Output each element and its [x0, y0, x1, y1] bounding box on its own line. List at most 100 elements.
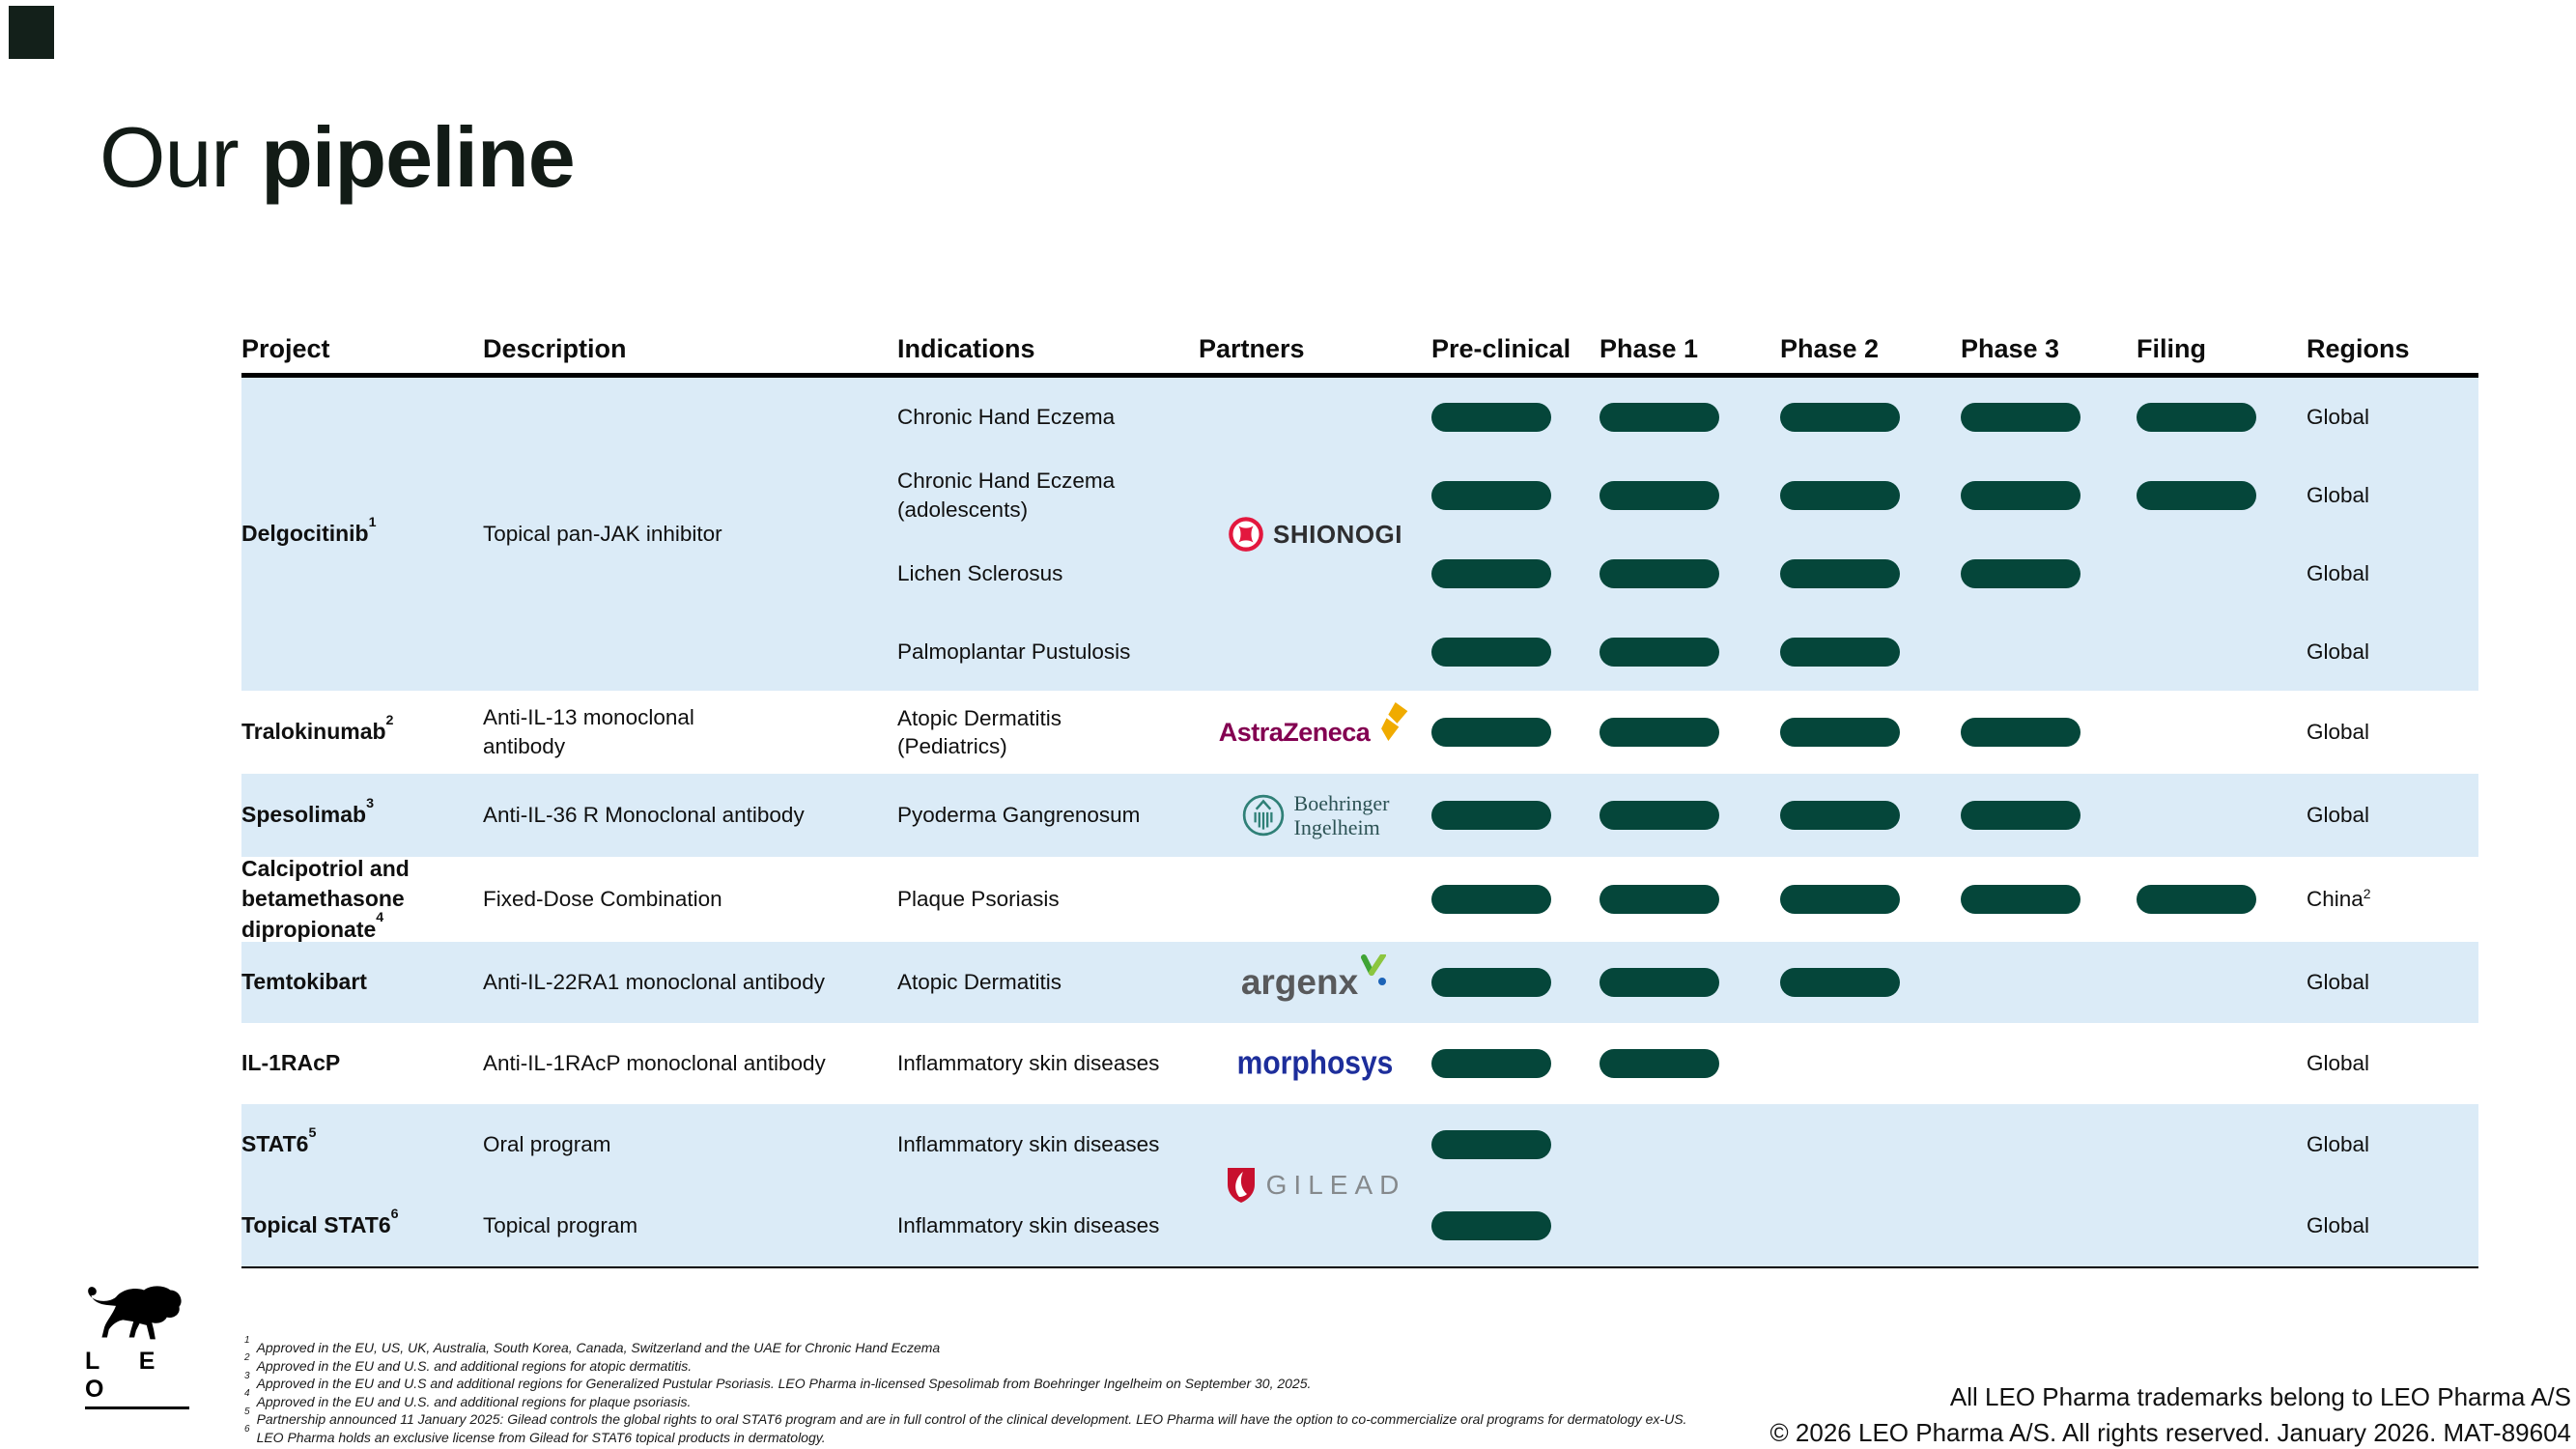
indication-cell: Chronic Hand Eczema (adolescents) [897, 456, 1199, 534]
argenx-logo: argenx [1241, 954, 1389, 1003]
header-phase1: Phase 1 [1599, 334, 1699, 363]
description-cell: Fixed-Dose Combination [483, 886, 722, 911]
description-cell: Anti-IL-1RAcP monoclonal antibody [483, 1050, 826, 1075]
phase-cell [1599, 942, 1780, 1023]
header-phase2: Phase 2 [1780, 334, 1880, 363]
lion-icon [88, 1286, 182, 1340]
gilead-logo: GILEAD [1225, 1165, 1406, 1206]
morphosys-logo: morphosys [1236, 1044, 1394, 1082]
phase-cell [1961, 456, 2137, 534]
phase-cell [1780, 857, 1961, 942]
copyright-line: © 2026 LEO Pharma A/S. All rights reserv… [1769, 1417, 2571, 1447]
leo-wordmark: L E O [85, 1348, 172, 1403]
partner-cell: argenx [1199, 942, 1431, 1023]
phase-cell [2137, 378, 2307, 456]
phase-bar [1780, 801, 1900, 830]
phase-bar [1599, 637, 1719, 667]
phase-cell [1431, 456, 1599, 534]
indication-cell: Pyoderma Gangrenosum [897, 803, 1141, 828]
partner-cell: SHIONOGI [1199, 378, 1431, 691]
boehringer-ingelheim-icon [1242, 794, 1284, 837]
description-cell: Topical program [483, 1212, 638, 1237]
phase-cell [1431, 534, 1599, 612]
shionogi-icon [1229, 517, 1263, 552]
phase-cell [1431, 691, 1599, 774]
phase-bar [1431, 637, 1551, 667]
header-description: Description [483, 334, 627, 363]
phase-cell [1431, 1023, 1599, 1104]
row-il1racp: IL-1RAcP Anti-IL-1RAcP monoclonal antibo… [241, 1023, 2478, 1104]
page-title: Our pipeline [99, 108, 576, 207]
phase-bar [1961, 885, 2081, 914]
footnote-1: 1 Approved in the EU, US, UK, Australia, … [244, 1334, 941, 1355]
region-cell: Global [2307, 404, 2370, 429]
description-cell: Oral program [483, 1131, 611, 1156]
project-cell: Calcipotriol and betamethasone dipropion… [241, 856, 410, 942]
phase-cell [1961, 857, 2137, 942]
phase-bar [1431, 718, 1551, 747]
region-cell: Global [2307, 639, 2370, 664]
phase-bar [1780, 480, 1900, 510]
indication-cell: Chronic Hand Eczema [897, 378, 1199, 456]
phase-cell [1599, 534, 1780, 612]
phase-bar [1961, 480, 2081, 510]
project-cell: IL-1RAcP [241, 1050, 341, 1076]
phase-cell [1431, 612, 1599, 691]
description-cell: Topical pan-JAK inhibitor [483, 378, 897, 691]
row-tralokinumab: Tralokinumab2 Anti-IL-13 monoclonal anti… [241, 691, 2478, 774]
region-cell: Global [2307, 803, 2370, 827]
corner-accent-mark [9, 6, 54, 59]
shionogi-logo: SHIONOGI [1228, 516, 1402, 553]
description-cell: Anti-IL-13 monoclonal antibody [483, 704, 694, 758]
pipeline-table: Project Description Indications Partners… [241, 327, 2478, 1268]
astrazeneca-logo: AstraZeneca [1219, 702, 1412, 748]
indication-cell: Plaque Psoriasis [897, 887, 1060, 912]
boehringer-ingelheim-wordmark: Boehringer Ingelheim [1293, 790, 1390, 839]
phase-bar [1599, 885, 1719, 914]
phase-cell [1780, 534, 1961, 612]
trademark-line: All LEO Pharma trademarks belong to LEO … [1949, 1382, 2571, 1411]
footnote-3: 3 Approved in the EU and U.S and addition… [244, 1370, 1312, 1391]
phase-cell [1599, 691, 1780, 774]
description-cell: Anti-IL-22RA1 monoclonal antibody [483, 969, 825, 994]
phase-cell [2137, 1185, 2307, 1266]
phase-cell [1431, 1104, 1599, 1185]
indication-cell: Atopic Dermatitis [897, 970, 1062, 995]
phase-bar [1599, 718, 1719, 747]
phase-cell [1599, 1023, 1780, 1104]
phase-cell [1780, 774, 1961, 857]
phase-cell [1431, 942, 1599, 1023]
region-cell: China 2 [2307, 885, 2371, 911]
header-phase3: Phase 3 [1961, 334, 2060, 363]
title-regular: Our [99, 109, 240, 205]
astrazeneca-icon [1381, 702, 1408, 741]
phase-cell [1780, 1185, 1961, 1266]
phase-cell [1780, 1023, 1961, 1104]
header-indications: Indications [897, 334, 1035, 363]
phase-cell [1780, 1104, 1961, 1185]
header-preclinical: Pre-clinical [1431, 334, 1571, 363]
phase-cell [1780, 378, 1961, 456]
phase-cell [1431, 857, 1599, 942]
phase-cell [2137, 1104, 2307, 1185]
header-project: Project [241, 334, 330, 363]
region-cell: Global [2307, 1051, 2370, 1075]
phase-bar [1599, 558, 1719, 588]
phase-cell [1599, 1185, 1780, 1266]
group-stat6: STAT65 Oral program Inflammatory skin di… [241, 1104, 2478, 1268]
partner-cell: Boehringer Ingelheim [1199, 774, 1431, 857]
phase-cell [1961, 612, 2137, 691]
phase-bar [2137, 402, 2256, 432]
project-cell: Tralokinumab2 [241, 713, 394, 745]
project-cell: Spesolimab3 [241, 796, 375, 828]
phase-bar [1780, 718, 1900, 747]
phase-cell [1599, 378, 1780, 456]
shionogi-wordmark: SHIONOGI [1272, 519, 1402, 549]
leo-pharma-logo: L E O [81, 1285, 193, 1409]
phase-cell [2137, 691, 2307, 774]
phase-cell [2137, 942, 2307, 1023]
phase-bar [1431, 1211, 1551, 1240]
phase-bar [1599, 1049, 1719, 1078]
header-filing: Filing [2137, 334, 2206, 363]
phase-cell [1431, 1185, 1599, 1266]
